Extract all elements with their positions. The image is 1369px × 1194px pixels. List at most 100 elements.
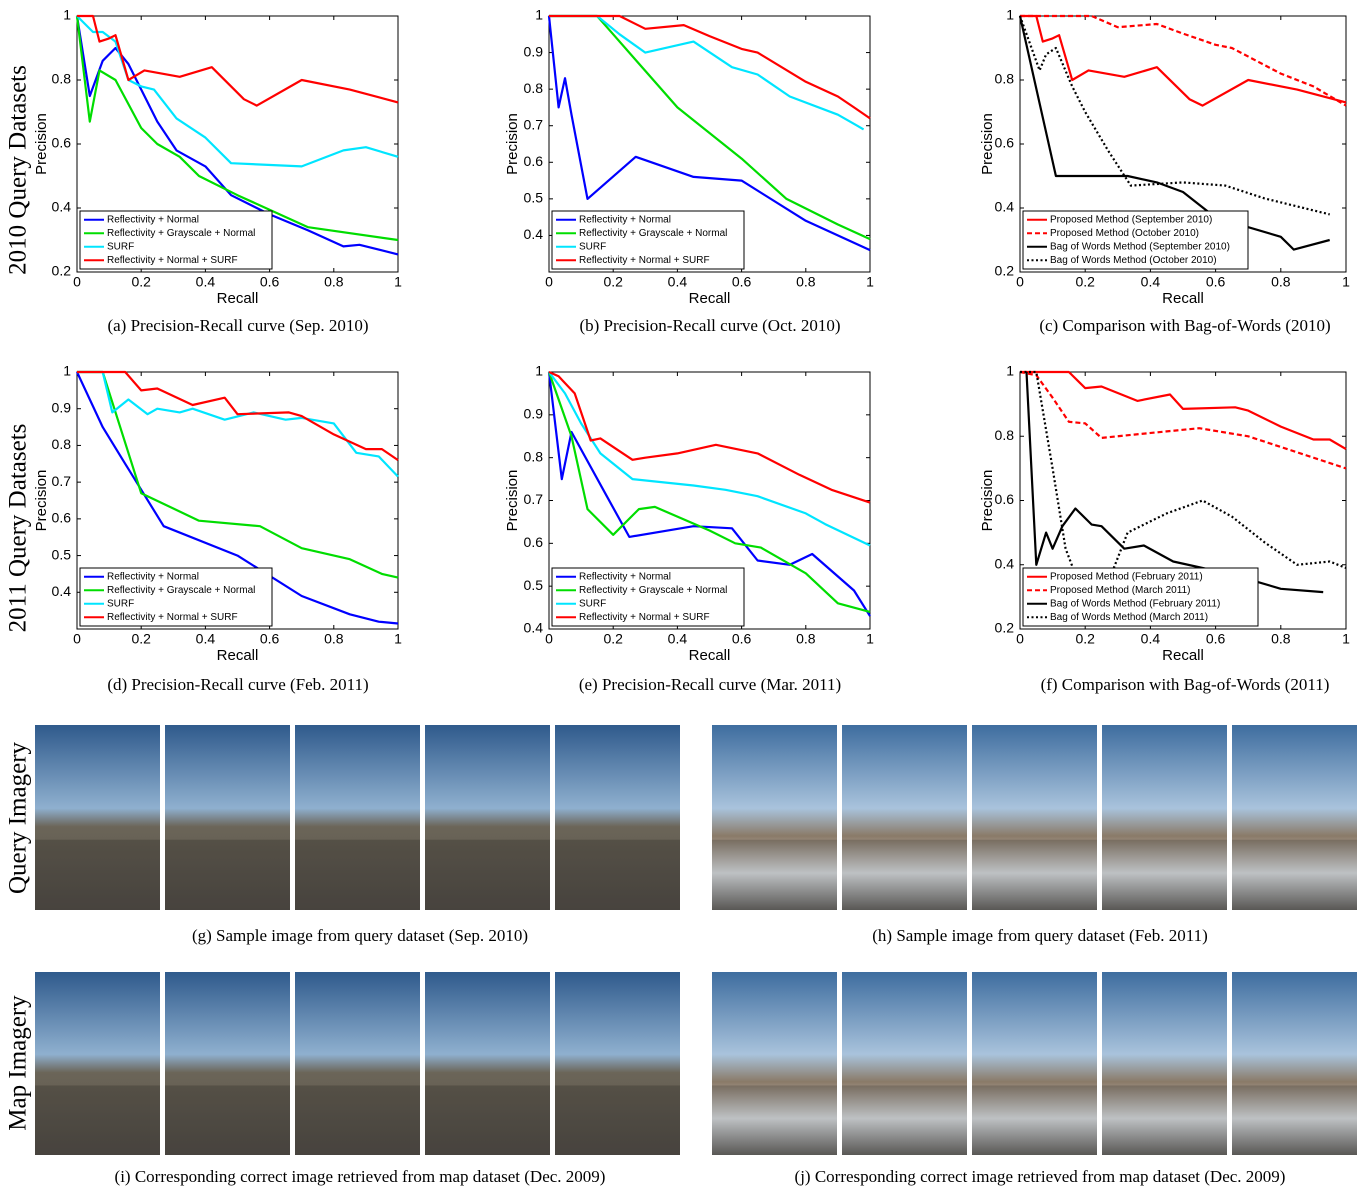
- x-tick-label: 0.6: [260, 274, 280, 290]
- x-tick-label: 0.4: [1141, 274, 1161, 290]
- y-tick-label: 1: [1006, 363, 1014, 379]
- legend-label: Reflectivity + Grayscale + Normal: [107, 228, 255, 239]
- photo-ground: [295, 840, 420, 910]
- legend-label: Bag of Words Method (October 2010): [1050, 255, 1217, 266]
- legend-label: Reflectivity + Normal: [579, 214, 671, 225]
- photo-ground: [425, 840, 550, 910]
- y-tick-label: 0.2: [995, 620, 1015, 636]
- caption: (d) Precision-Recall curve (Feb. 2011): [107, 675, 368, 694]
- x-tick-label: 1: [866, 631, 874, 647]
- photo-ground: [295, 1085, 420, 1155]
- legend-label: Reflectivity + Grayscale + Normal: [107, 585, 255, 596]
- x-axis-label: Recall: [217, 290, 259, 307]
- legend: Reflectivity + Normal Reflectivity + Gray…: [80, 211, 272, 269]
- series-line: [549, 16, 870, 118]
- x-tick-label: 0.6: [732, 631, 752, 647]
- x-tick-label: 0.6: [732, 274, 752, 290]
- y-tick-label: 0.2: [52, 263, 72, 279]
- legend-label: SURF: [579, 241, 606, 252]
- photo-ground: [555, 1085, 680, 1155]
- legend-label: SURF: [107, 598, 134, 609]
- photo-ground: [1102, 840, 1227, 910]
- caption: (i) Corresponding correct image retrieve…: [115, 1167, 606, 1186]
- x-tick-label: 0.8: [324, 631, 344, 647]
- y-tick-label: 0.2: [995, 263, 1015, 279]
- x-axis-label: Recall: [689, 290, 731, 307]
- legend: Reflectivity + NormalReflectivity + Gray…: [552, 211, 744, 269]
- x-tick-label: 0.8: [1271, 631, 1291, 647]
- x-tick-label: 0: [1016, 274, 1024, 290]
- photo-ground: [712, 840, 837, 910]
- x-tick-label: 0.2: [603, 631, 623, 647]
- caption: (g) Sample image from query dataset (Sep…: [192, 926, 528, 945]
- chart: 00.20.40.60.810.40.50.60.70.80.91RecallP…: [33, 363, 402, 664]
- y-tick-label: 1: [535, 7, 543, 23]
- x-tick-label: 1: [394, 274, 402, 290]
- legend-label: Reflectivity + Normal: [107, 214, 199, 225]
- y-tick-label: 0.4: [52, 199, 72, 215]
- x-tick-label: 1: [1342, 274, 1350, 290]
- legend: Proposed Method (September 2010) Proposed…: [1023, 211, 1248, 269]
- x-tick-label: 0.4: [668, 631, 688, 647]
- photo-ground: [972, 840, 1097, 910]
- y-tick-label: 0.8: [524, 448, 544, 464]
- caption: (e) Precision-Recall curve (Mar. 2011): [579, 675, 841, 694]
- x-tick-label: 0: [545, 631, 553, 647]
- caption: (b) Precision-Recall curve (Oct. 2010): [579, 316, 840, 335]
- legend-label: Reflectivity + Normal + SURF: [579, 612, 710, 623]
- y-tick-label: 0.4: [995, 199, 1015, 215]
- legend-label: Proposed Method (September 2010): [1050, 214, 1212, 225]
- legend-label: Bag of Words Method (February 2011): [1050, 598, 1220, 609]
- legend-label: Reflectivity + Normal: [579, 571, 671, 582]
- photo-ground: [35, 840, 160, 910]
- y-tick-label: 0.6: [52, 135, 72, 151]
- series-line: [1020, 372, 1346, 449]
- x-tick-label: 0.6: [1206, 274, 1226, 290]
- row-label: 2011 Query Datasets: [5, 424, 32, 633]
- legend: Reflectivity + NormalReflectivity + Gray…: [552, 568, 744, 626]
- photo-ground: [972, 1085, 1097, 1155]
- photo-ground: [1232, 840, 1357, 910]
- x-tick-label: 0: [73, 274, 81, 290]
- y-axis-label: Precision: [33, 113, 50, 175]
- x-tick-label: 0.2: [131, 274, 151, 290]
- chart: 00.20.40.60.810.20.40.60.81RecallPrecisi…: [979, 363, 1350, 664]
- x-tick-label: 0: [1016, 631, 1024, 647]
- y-tick-label: 1: [1006, 7, 1014, 23]
- y-tick-label: 0.7: [524, 491, 544, 507]
- y-tick-label: 0.8: [995, 71, 1015, 87]
- x-tick-label: 1: [394, 631, 402, 647]
- photo-ground: [712, 1085, 837, 1155]
- x-tick-label: 0.4: [1141, 631, 1161, 647]
- y-tick-label: 1: [535, 363, 543, 379]
- y-axis-label: Precision: [979, 113, 996, 175]
- x-tick-label: 0.2: [131, 631, 151, 647]
- y-tick-label: 0.7: [52, 473, 72, 489]
- x-tick-label: 0.4: [196, 631, 216, 647]
- series-line: [1027, 372, 1324, 592]
- series-line: [549, 372, 870, 503]
- y-tick-label: 0.5: [524, 190, 544, 206]
- photo-ground: [1102, 1085, 1227, 1155]
- y-tick-label: 0.5: [52, 546, 72, 562]
- x-axis-label: Recall: [1162, 290, 1204, 307]
- y-tick-label: 0.8: [52, 436, 72, 452]
- caption: (h) Sample image from query dataset (Feb…: [872, 926, 1208, 945]
- series-line: [549, 16, 864, 129]
- series-line: [1020, 372, 1346, 468]
- y-tick-label: 0.4: [524, 620, 544, 636]
- y-tick-label: 0.4: [995, 555, 1015, 571]
- y-tick-label: 1: [63, 363, 71, 379]
- legend-label: Proposed Method (October 2010): [1050, 228, 1199, 239]
- legend-label: Reflectivity + Normal + SURF: [579, 255, 710, 266]
- row-label: Map Imagery: [5, 995, 32, 1131]
- x-tick-label: 0: [73, 631, 81, 647]
- x-tick-label: 1: [1342, 631, 1350, 647]
- legend-label: Proposed Method (March 2011): [1050, 585, 1190, 596]
- x-tick-label: 0.8: [1271, 274, 1291, 290]
- y-tick-label: 0.7: [524, 116, 544, 132]
- caption: (f) Comparison with Bag-of-Words (2011): [1041, 675, 1330, 694]
- x-axis-label: Recall: [1162, 647, 1204, 664]
